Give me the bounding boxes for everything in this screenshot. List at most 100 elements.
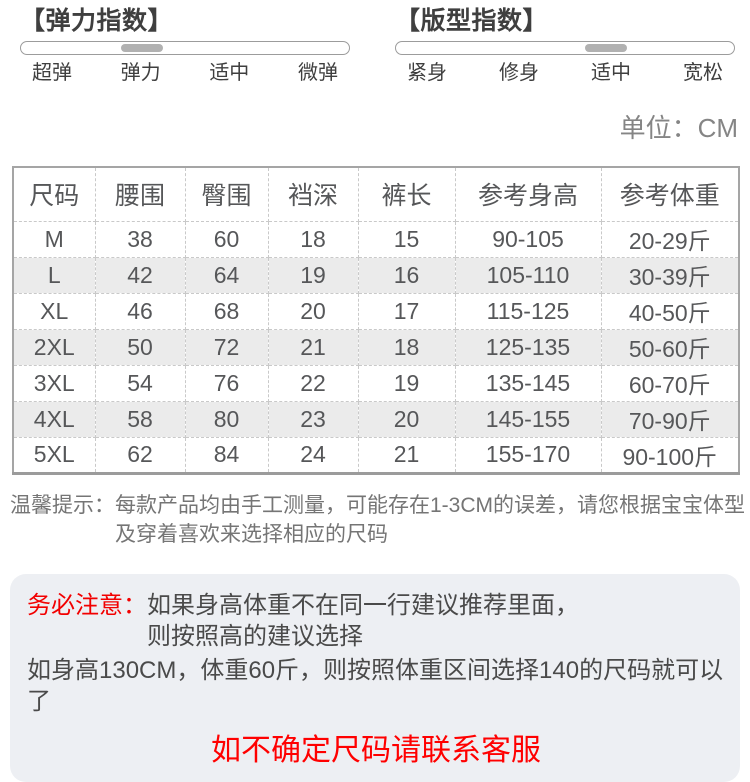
notice-label: 务必注意： [27, 592, 147, 620]
notice-text: 如果身高体重不在同一行建议推荐里面， 则按照高的建议选择 [147, 591, 579, 652]
index-scale-label: 超弹 [32, 62, 72, 84]
table-cell: 46 [94, 292, 186, 330]
table-cell: M [12, 220, 96, 258]
table-cell: 21 [357, 436, 456, 474]
column-header: 参考身高 [454, 166, 602, 222]
table-cell: 40-50斤 [600, 292, 740, 330]
table-cell: XL [12, 292, 96, 330]
table-cell: 115-125 [454, 292, 602, 330]
table-row: 4XL 58 80 23 20 145-155 70-90斤 [12, 400, 740, 438]
notice-example-line: 如身高130CM，体重60斤，则按照体重区间选择140的尺码就可以了 [27, 657, 724, 716]
table-cell: 30-39斤 [600, 256, 740, 294]
index-scale-label: 修身 [499, 62, 539, 84]
table-cell: 19 [267, 256, 359, 294]
table-row: XL 46 68 20 17 115-125 40-50斤 [12, 292, 740, 330]
table-cell: 58 [94, 400, 186, 438]
table-cell: 50-60斤 [600, 328, 740, 366]
table-cell: 15 [357, 220, 456, 258]
table-cell: 105-110 [454, 256, 602, 294]
table-cell: 17 [357, 292, 456, 330]
column-header: 裤长 [357, 166, 456, 222]
index-sections: 【弹力指数】 超弹 弹力 适中 微弹 【版型指数】 紧身 修身 适中 宽松 [0, 6, 750, 86]
table-cell: 70-90斤 [600, 400, 740, 438]
table-cell: 38 [94, 220, 186, 258]
notice-box: 务必注意： 如果身高体重不在同一行建议推荐里面， 则按照高的建议选择 如身高13… [10, 574, 740, 782]
contact-service-text: 如不确定尺码请联系客服 [211, 734, 541, 768]
table-cell: 80 [184, 400, 269, 438]
notice-line-1: 如果身高体重不在同一行建议推荐里面， [147, 592, 579, 620]
table-cell: 20-29斤 [600, 220, 740, 258]
column-header: 腰围 [94, 166, 186, 222]
tips-line-1: 每款产品均由手工测量，可能存在1-3CM的误差，请您根据宝宝体型 [115, 493, 746, 517]
fit-index-bar [395, 41, 735, 55]
elasticity-index-section: 【弹力指数】 超弹 弹力 适中 微弹 [20, 6, 350, 86]
table-cell: 3XL [12, 364, 96, 402]
notice-main: 务必注意： 如果身高体重不在同一行建议推荐里面， 则按照高的建议选择 [27, 591, 725, 652]
table-cell: 23 [267, 400, 359, 438]
index-scale-label: 微弹 [297, 62, 338, 84]
table-cell: 90-105 [454, 220, 602, 258]
size-table: 尺码 腰围 臀围 裆深 裤长 参考身高 参考体重 M 38 60 18 15 90-105 20-29斤… [12, 166, 740, 475]
elasticity-index-labels: 超弹 弹力 适中 微弹 [20, 61, 350, 86]
size-table-body: M 38 60 18 15 90-105 20-29斤 L 42 64 19 16 105-110 30-… [12, 220, 740, 474]
table-cell: 18 [267, 220, 359, 258]
fit-index-labels: 紧身 修身 适中 宽松 [395, 61, 735, 86]
table-cell: 20 [267, 292, 359, 330]
table-cell: 54 [94, 364, 186, 402]
table-cell: 5XL [12, 436, 96, 474]
table-row: 3XL 54 76 22 19 135-145 60-70斤 [12, 364, 740, 402]
table-cell: 50 [94, 328, 186, 366]
column-header: 参考体重 [600, 166, 740, 222]
table-cell: 60-70斤 [600, 364, 740, 402]
tips-label: 温馨提示： [10, 493, 115, 517]
table-row: 2XL 50 72 21 18 125-135 50-60斤 [12, 328, 740, 366]
table-cell: 60 [184, 220, 269, 258]
table-cell: 22 [267, 364, 359, 402]
elasticity-index-title: 【弹力指数】 [20, 7, 174, 35]
table-cell: 125-135 [454, 328, 602, 366]
table-cell: 16 [357, 256, 456, 294]
table-cell: 4XL [12, 400, 96, 438]
table-cell: 135-145 [454, 364, 602, 402]
table-cell: 68 [184, 292, 269, 330]
elasticity-index-bar [20, 41, 350, 55]
table-cell: 64 [184, 256, 269, 294]
table-cell: 19 [357, 364, 456, 402]
unit-label: 单位：CM [619, 113, 738, 143]
column-header: 臀围 [184, 166, 269, 222]
table-cell: L [12, 256, 96, 294]
column-header: 裆深 [267, 166, 359, 222]
table-cell: 145-155 [454, 400, 602, 438]
table-cell: 42 [94, 256, 186, 294]
table-cell: 20 [357, 400, 456, 438]
fit-index-thumb [584, 44, 627, 52]
index-scale-label: 适中 [591, 62, 631, 84]
index-scale-label: 弹力 [120, 62, 161, 84]
table-cell: 76 [184, 364, 269, 402]
index-scale-label: 紧身 [407, 62, 447, 84]
index-scale-label: 宽松 [683, 62, 723, 84]
table-cell: 2XL [12, 328, 96, 366]
elasticity-index-thumb [121, 44, 164, 52]
size-table-head: 尺码 腰围 臀围 裆深 裤长 参考身高 参考体重 [12, 166, 740, 222]
tips-text: 每款产品均由手工测量，可能存在1-3CM的误差，请您根据宝宝体型 及穿着喜欢来选… [115, 491, 745, 551]
size-table-header-row: 尺码 腰围 臀围 裆深 裤长 参考身高 参考体重 [12, 166, 740, 222]
table-cell: 24 [267, 436, 359, 474]
table-cell: 90-100斤 [600, 436, 740, 474]
fit-index-section: 【版型指数】 紧身 修身 适中 宽松 [395, 6, 735, 86]
table-cell: 155-170 [454, 436, 602, 474]
column-header: 尺码 [12, 166, 96, 222]
table-row: L 42 64 19 16 105-110 30-39斤 [12, 256, 740, 294]
table-row: 5XL 62 84 24 21 155-170 90-100斤 [12, 436, 740, 474]
table-cell: 84 [184, 436, 269, 474]
fit-index-title: 【版型指数】 [395, 7, 549, 35]
table-cell: 21 [267, 328, 359, 366]
table-cell: 62 [94, 436, 186, 474]
index-scale-label: 适中 [209, 62, 250, 84]
tips-note: 温馨提示： 每款产品均由手工测量，可能存在1-3CM的误差，请您根据宝宝体型 及… [10, 491, 750, 551]
table-row: M 38 60 18 15 90-105 20-29斤 [12, 220, 740, 258]
tips-line-2: 及穿着喜欢来选择相应的尺码 [115, 523, 388, 547]
table-cell: 72 [184, 328, 269, 366]
notice-line-2: 则按照高的建议选择 [147, 622, 363, 650]
